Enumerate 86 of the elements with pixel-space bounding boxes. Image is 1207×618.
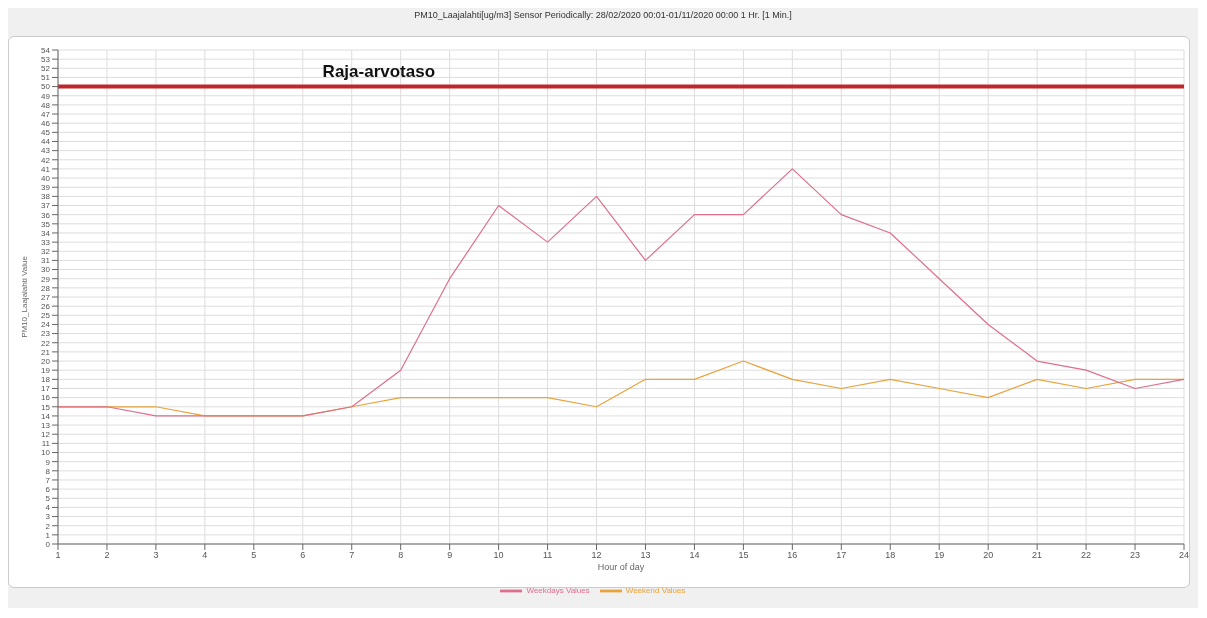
y-tick-label: 50 bbox=[41, 82, 51, 92]
y-tick-label: 33 bbox=[41, 237, 51, 247]
x-tick-label: 2 bbox=[104, 550, 110, 561]
x-tick-label: 6 bbox=[300, 550, 306, 561]
y-tick-label: 32 bbox=[41, 247, 51, 257]
y-tick-label: 18 bbox=[41, 375, 51, 385]
y-tick-label: 42 bbox=[41, 155, 51, 165]
y-tick-label: 51 bbox=[41, 73, 51, 83]
x-tick-label: 1 bbox=[55, 550, 61, 561]
chart-title: PM10_Laajalahti[ug/m3] Sensor Periodically: 28/02/2020 00:01-01/11/2020 00:00 1 Hr. [1 Min.] bbox=[413, 9, 793, 22]
y-tick-label: 5 bbox=[45, 494, 51, 504]
y-tick-label: 48 bbox=[41, 100, 51, 110]
y-tick-label: 20 bbox=[41, 356, 51, 366]
y-tick-label: 40 bbox=[41, 173, 51, 183]
x-axis-title: Hour of day bbox=[597, 562, 645, 572]
ref-line-label: Raja-arvotaso bbox=[322, 61, 436, 81]
y-tick-label: 22 bbox=[41, 338, 51, 348]
y-tick-label: 17 bbox=[41, 384, 51, 394]
y-tick-label: 21 bbox=[41, 347, 51, 357]
x-tick-label: 18 bbox=[885, 550, 896, 561]
y-tick-label: 9 bbox=[45, 457, 51, 467]
x-tick-label: 13 bbox=[640, 550, 651, 561]
y-tick-label: 53 bbox=[41, 54, 51, 64]
x-tick-label: 9 bbox=[447, 550, 453, 561]
line-series bbox=[58, 168, 1184, 417]
x-tick-label: 10 bbox=[493, 550, 504, 561]
x-tick-label: 11 bbox=[542, 550, 553, 561]
x-tick-label: 20 bbox=[983, 550, 994, 561]
y-tick-label: 30 bbox=[41, 265, 51, 275]
x-tick-label: 14 bbox=[689, 550, 700, 561]
legend-label: Weekdays Values bbox=[526, 586, 590, 596]
x-tick-label: 15 bbox=[738, 550, 749, 561]
x-tick-label: 7 bbox=[349, 550, 355, 561]
y-tick-label: 43 bbox=[41, 146, 51, 156]
y-tick-label: 41 bbox=[41, 164, 51, 174]
x-tick-label: 3 bbox=[153, 550, 159, 561]
y-tick-label: 25 bbox=[41, 311, 51, 321]
y-tick-label: 26 bbox=[41, 301, 51, 311]
legend-label: Weekend Values bbox=[625, 586, 686, 596]
y-tick-label: 11 bbox=[41, 439, 51, 449]
y-tick-label: 37 bbox=[41, 201, 51, 211]
y-tick-label: 31 bbox=[41, 256, 51, 266]
y-tick-label: 36 bbox=[41, 210, 51, 220]
x-tick-label: 21 bbox=[1032, 550, 1043, 561]
x-tick-label: 24 bbox=[1178, 550, 1190, 561]
y-tick-label: 27 bbox=[41, 292, 51, 302]
x-tick-label: 23 bbox=[1130, 550, 1141, 561]
y-tick-label: 44 bbox=[41, 137, 51, 147]
x-tick-label: 16 bbox=[787, 550, 798, 561]
y-tick-label: 39 bbox=[41, 183, 51, 193]
y-tick-label: 16 bbox=[41, 393, 51, 403]
y-tick-label: 54 bbox=[41, 45, 51, 55]
y-tick-label: 52 bbox=[41, 64, 51, 74]
y-tick-label: 19 bbox=[41, 366, 51, 376]
y-tick-label: 15 bbox=[41, 402, 51, 412]
y-tick-label: 2 bbox=[45, 521, 51, 531]
y-tick-label: 35 bbox=[41, 219, 51, 229]
y-tick-label: 46 bbox=[41, 119, 51, 129]
x-tick-label: 19 bbox=[934, 550, 945, 561]
y-tick-label: 0 bbox=[45, 539, 51, 549]
y-tick-label: 1 bbox=[45, 530, 51, 540]
y-tick-label: 47 bbox=[41, 109, 51, 119]
x-tick-label: 8 bbox=[398, 550, 404, 561]
y-tick-label: 45 bbox=[41, 128, 51, 138]
x-tick-label: 4 bbox=[202, 550, 208, 561]
y-tick-label: 14 bbox=[41, 411, 51, 421]
y-tick-label: 10 bbox=[41, 448, 51, 458]
y-tick-label: 38 bbox=[41, 192, 51, 202]
y-tick-label: 4 bbox=[45, 503, 51, 513]
y-tick-label: 13 bbox=[41, 420, 51, 430]
y-tick-label: 6 bbox=[45, 484, 51, 494]
x-tick-label: 22 bbox=[1081, 550, 1092, 561]
x-tick-label: 17 bbox=[836, 550, 847, 561]
y-tick-label: 7 bbox=[45, 475, 51, 485]
x-tick-label: 12 bbox=[591, 550, 602, 561]
y-axis-title: PM10_Laajalahti Value bbox=[19, 255, 29, 338]
y-tick-label: 34 bbox=[41, 228, 51, 238]
x-tick-label: 5 bbox=[251, 550, 257, 561]
y-tick-label: 28 bbox=[41, 283, 51, 293]
y-tick-label: 24 bbox=[41, 320, 51, 330]
y-tick-label: 12 bbox=[41, 430, 51, 440]
y-tick-label: 29 bbox=[41, 274, 51, 284]
y-tick-label: 23 bbox=[41, 329, 51, 339]
y-tick-label: 49 bbox=[41, 91, 51, 101]
y-tick-label: 3 bbox=[45, 512, 51, 522]
y-tick-label: 8 bbox=[45, 466, 51, 476]
